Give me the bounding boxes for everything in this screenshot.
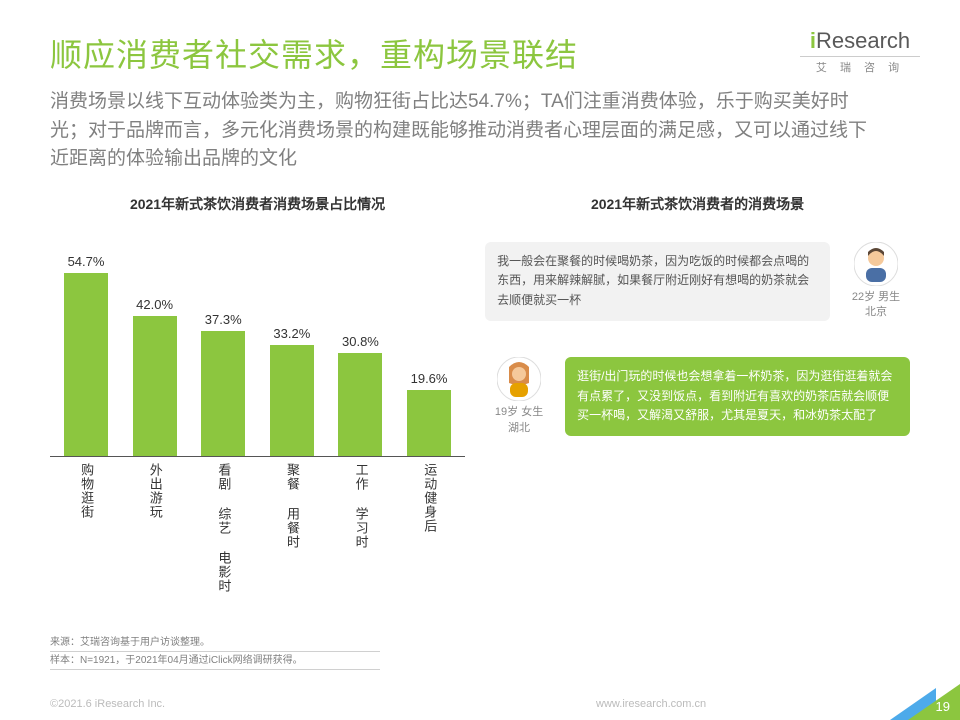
footer: ©2021.6 iResearch Inc. www.iresearch.com… [0,686,960,720]
bar-label-wrap: 运动健身后 [397,457,461,593]
bar: 42.0% [123,297,187,456]
content-row: 2021年新式茶饮消费者消费场景占比情况 54.7% 42.0% 37.3% 33.2… [50,194,910,593]
bar: 33.2% [260,326,324,456]
logo-rest: Research [816,28,910,53]
quote-bubble: 逛街/出门玩的时候也会想拿着一杯奶茶，因为逛街逛着就会有点累了，又没到饭点，看到… [565,357,910,436]
page-title: 顺应消费者社交需求，重构场景联结 [50,30,910,76]
persona-panel: 2021年新式茶饮消费者的消费场景 我一般会在聚餐的时候喝奶茶，因为吃饭的时候都… [485,194,910,593]
bar-value: 37.3% [205,312,242,327]
persona-info: 19岁 女生湖北 [495,405,543,436]
copyright: ©2021.6 iResearch Inc. www.iresearch.com… [50,698,706,710]
bar-rect [407,390,451,455]
chart-panel: 2021年新式茶饮消费者消费场景占比情况 54.7% 42.0% 37.3% 33.2… [50,194,465,593]
bar-label: 工作 学习时 [353,463,367,593]
persona: 19岁 女生湖北 [485,357,553,436]
bar-value: 42.0% [136,297,173,312]
page-number: 19 [936,699,950,714]
bar-rect [270,345,314,456]
bar-label: 外出游玩 [147,463,161,593]
avatar-male-icon [854,242,898,286]
bar: 30.8% [328,334,392,456]
bar-label: 看剧 综艺 电影时 [216,463,230,593]
right-title: 2021年新式茶饮消费者的消费场景 [485,194,910,214]
bar-label: 购物逛街 [79,463,93,593]
source-line-1: 来源：艾瑞咨询基于用户访谈整理。 [50,634,380,652]
avatar-female-icon [497,357,541,401]
bar-label: 运动健身后 [422,463,436,593]
page-subtitle: 消费场景以线下互动体验类为主，购物狂街占比达54.7%；TA们注重消费体验，乐于… [50,88,880,174]
quote-bubble: 我一般会在聚餐的时候喝奶茶，因为吃饭的时候都会点喝的东西，用来解辣解腻，如果餐厅… [485,242,830,321]
bar-rect [64,273,108,455]
bar-label-wrap: 工作 学习时 [328,457,392,593]
persona-block: 我一般会在聚餐的时候喝奶茶，因为吃饭的时候都会点喝的东西，用来解辣解腻，如果餐厅… [485,242,910,321]
bar-label-wrap: 外出游玩 [123,457,187,593]
bar: 37.3% [191,312,255,455]
persona-info: 22岁 男生北京 [852,290,900,321]
bar: 19.6% [397,371,461,455]
bar-value: 54.7% [68,254,105,269]
bar-label-wrap: 聚餐 用餐时 [260,457,324,593]
bar: 54.7% [54,254,118,455]
logo-divider [800,56,920,57]
bar-chart: 54.7% 42.0% 37.3% 33.2% 30.8% 19.6% 购物逛街 外出游玩 看… [50,236,465,593]
chart-title: 2021年新式茶饮消费者消费场景占比情况 [50,194,465,214]
logo-sub: 艾 瑞 咨 询 [800,59,920,75]
source-line-2: 样本：N=1921，于2021年04月通过iClick网络调研获得。 [50,652,380,670]
logo: iResearch 艾 瑞 咨 询 [800,28,920,75]
bar-label-wrap: 看剧 综艺 电影时 [191,457,255,593]
bar-rect [338,353,382,456]
bar-rect [201,331,245,455]
bar-label-wrap: 购物逛街 [54,457,118,593]
persona-block: 逛街/出门玩的时候也会想拿着一杯奶茶，因为逛街逛着就会有点累了，又没到饭点，看到… [485,357,910,436]
persona: 22岁 男生北京 [842,242,910,321]
source-notes: 来源：艾瑞咨询基于用户访谈整理。 样本：N=1921，于2021年04月通过iC… [50,634,380,670]
corner-green [908,684,960,720]
bar-label: 聚餐 用餐时 [285,463,299,593]
bar-value: 33.2% [273,326,310,341]
logo-main: iResearch [800,28,920,54]
bar-rect [133,316,177,456]
slide: iResearch 艾 瑞 咨 询 顺应消费者社交需求，重构场景联结 消费场景以… [0,0,960,720]
bar-value: 19.6% [411,371,448,386]
bar-value: 30.8% [342,334,379,349]
